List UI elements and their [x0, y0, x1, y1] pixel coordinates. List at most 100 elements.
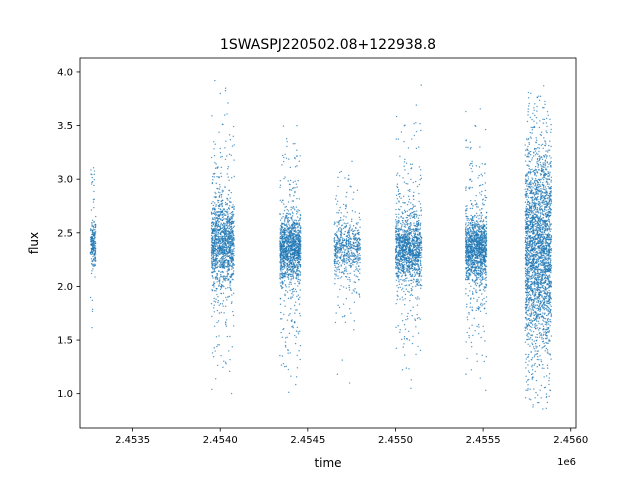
data-point — [477, 306, 480, 308]
data-point — [211, 252, 213, 254]
data-point — [401, 243, 403, 246]
data-point — [395, 226, 397, 228]
data-point — [416, 317, 419, 320]
data-point — [417, 296, 419, 298]
data-point — [219, 213, 222, 215]
data-point — [287, 269, 290, 271]
data-point — [294, 190, 296, 193]
data-point — [232, 233, 234, 235]
data-point — [290, 256, 292, 258]
data-point — [230, 223, 233, 226]
data-point — [298, 160, 300, 162]
data-point — [420, 207, 422, 209]
data-point — [346, 234, 349, 237]
data-point — [405, 182, 407, 185]
data-point — [211, 228, 213, 230]
data-point — [470, 167, 472, 170]
data-point — [286, 237, 288, 239]
data-point — [404, 169, 406, 171]
data-point — [297, 273, 300, 276]
data-point — [292, 205, 295, 208]
data-point — [225, 280, 227, 282]
data-point — [403, 161, 406, 163]
data-point — [224, 201, 227, 204]
data-point — [227, 252, 229, 254]
data-point — [295, 213, 298, 215]
data-point — [412, 257, 415, 259]
data-point — [213, 176, 215, 178]
data-point — [418, 317, 420, 319]
data-point — [334, 255, 336, 257]
data-point — [226, 226, 229, 228]
data-point — [223, 312, 225, 314]
data-point — [414, 318, 416, 320]
data-point — [415, 147, 418, 150]
data-point — [280, 229, 283, 231]
data-point — [401, 229, 403, 231]
data-point — [225, 242, 227, 245]
data-point — [412, 254, 414, 256]
data-point — [404, 328, 407, 330]
data-point — [221, 202, 224, 204]
data-point — [280, 364, 283, 366]
data-point — [221, 227, 224, 229]
data-point — [214, 202, 216, 204]
data-point — [223, 208, 225, 211]
data-point — [395, 223, 398, 225]
data-point — [290, 375, 292, 377]
data-point — [218, 285, 220, 287]
data-point — [279, 256, 282, 258]
data-point — [406, 338, 409, 340]
data-point — [93, 190, 95, 193]
data-point — [407, 235, 409, 237]
data-point — [348, 239, 350, 241]
data-point — [399, 247, 402, 250]
data-point — [416, 298, 418, 300]
data-point — [407, 269, 409, 271]
data-point — [222, 231, 224, 233]
data-point — [355, 239, 358, 242]
data-point — [220, 175, 223, 178]
data-point — [343, 255, 346, 257]
data-point — [279, 276, 282, 278]
data-point — [341, 236, 343, 239]
data-point — [215, 182, 217, 184]
data-point — [395, 263, 398, 266]
data-point — [233, 225, 235, 227]
data-point — [213, 148, 215, 150]
data-point — [292, 257, 295, 259]
data-point — [282, 268, 284, 270]
data-point — [348, 264, 350, 267]
data-point — [220, 354, 222, 357]
data-point — [299, 272, 302, 274]
data-point — [414, 234, 416, 236]
data-point — [418, 272, 420, 275]
data-point — [283, 223, 286, 225]
data-point — [228, 278, 230, 280]
data-point — [284, 276, 286, 278]
data-point — [340, 225, 343, 227]
data-point — [395, 216, 398, 218]
data-point — [94, 255, 96, 257]
data-point — [413, 232, 415, 234]
data-point — [291, 253, 294, 256]
data-point — [216, 244, 218, 246]
data-point — [401, 225, 403, 227]
data-point — [220, 264, 222, 266]
data-point — [218, 312, 221, 314]
data-point — [217, 229, 219, 231]
data-point — [215, 263, 218, 265]
data-point — [211, 247, 213, 249]
data-point — [279, 318, 282, 320]
data-point — [337, 275, 339, 277]
data-point — [211, 256, 213, 258]
data-point — [211, 218, 214, 220]
data-point — [416, 283, 418, 285]
data-point — [225, 319, 228, 321]
data-point — [293, 265, 295, 268]
data-point — [400, 222, 402, 225]
data-point — [223, 214, 226, 216]
data-point — [348, 308, 351, 310]
data-point — [401, 296, 403, 298]
data-point — [412, 181, 414, 184]
